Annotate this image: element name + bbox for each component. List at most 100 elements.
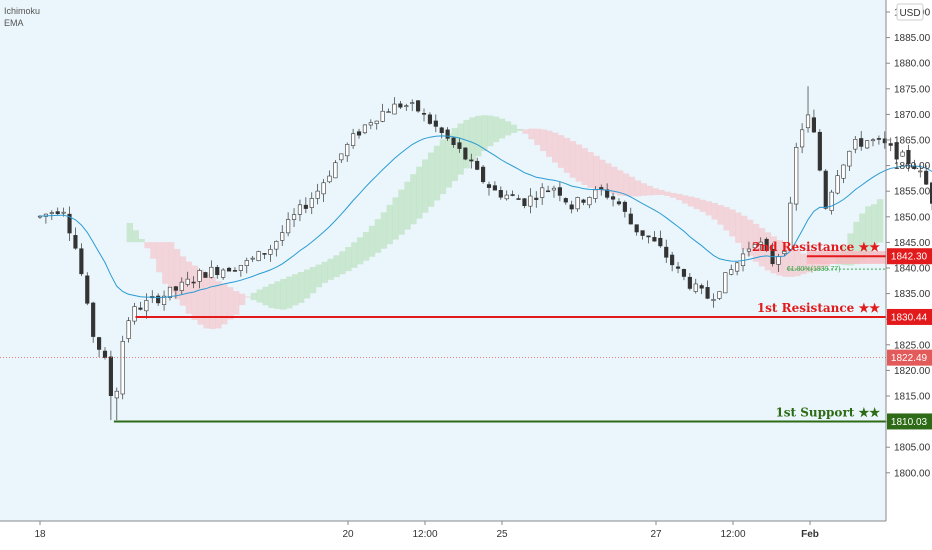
cloud-segment xyxy=(445,133,453,188)
candle-body xyxy=(73,235,78,249)
cloud-segment xyxy=(256,289,263,303)
candle-body xyxy=(250,257,255,260)
candle-body xyxy=(794,147,799,205)
candle-body xyxy=(622,201,627,212)
cloud-segment xyxy=(244,296,252,298)
cloud-segment xyxy=(481,115,488,152)
price-tick-label: 1850.00 xyxy=(894,212,931,223)
candle-body xyxy=(327,175,332,183)
candle-body xyxy=(847,150,852,167)
cloud-segment xyxy=(634,180,642,197)
candle-body xyxy=(362,124,368,134)
cloud-segment xyxy=(386,204,393,245)
price-tick-label: 1875.00 xyxy=(894,84,931,95)
candle-body xyxy=(764,238,769,251)
candle-body xyxy=(681,269,687,277)
candle-body xyxy=(658,237,663,247)
price-badge-label: 1822.49 xyxy=(891,353,928,364)
cloud-segment xyxy=(569,141,577,178)
candle-body xyxy=(185,278,190,285)
cloud-segment xyxy=(853,221,860,265)
indicator-label-ema[interactable]: EMA xyxy=(4,18,24,28)
levels-overlay: 2nd Resistance ★★ 1st Resistance ★★ 1st Su… xyxy=(0,240,886,423)
price-tick-label: 1835.00 xyxy=(894,289,931,300)
candle-body xyxy=(209,266,214,278)
cloud-segment xyxy=(250,292,258,301)
candle-body xyxy=(640,230,645,236)
candle-body xyxy=(232,270,238,272)
candle-body xyxy=(546,190,551,193)
candle-body xyxy=(616,201,622,205)
candle-body xyxy=(823,170,828,209)
cloud-segment xyxy=(859,213,866,260)
candle-body xyxy=(516,198,521,200)
price-tick-label: 1845.00 xyxy=(894,238,931,249)
candle-body xyxy=(711,299,716,301)
indicator-label-ichimoku[interactable]: Ichimoku xyxy=(4,6,40,16)
cloud-segment xyxy=(551,132,559,163)
cloud-segment xyxy=(309,267,317,294)
cloud-segment xyxy=(274,281,281,309)
cloud-segment xyxy=(522,129,529,134)
price-axis[interactable]: 1800.001805.001810.001815.001820.001825.… xyxy=(886,8,931,480)
currency-button[interactable] xyxy=(896,3,924,21)
candle-body xyxy=(392,103,397,115)
cloud-segment xyxy=(392,197,399,240)
candle-body xyxy=(67,213,72,234)
cloud-segment xyxy=(681,195,689,204)
candle-body xyxy=(351,133,356,146)
candle-body xyxy=(120,341,125,395)
cloud-segment xyxy=(262,286,269,306)
cloud-segment xyxy=(280,278,287,310)
candle-body xyxy=(386,111,391,114)
cloud-segment xyxy=(811,258,819,271)
candle-body xyxy=(699,285,704,289)
price-tick-label: 1800.00 xyxy=(894,468,931,479)
candle-body xyxy=(256,251,261,262)
candle-body xyxy=(303,204,308,209)
cloud-segment xyxy=(723,207,730,231)
ema-line xyxy=(39,135,932,299)
candle-body xyxy=(735,262,740,272)
candle-body xyxy=(144,300,149,312)
price-badge-label: 1830.44 xyxy=(891,312,928,323)
price-tick-label: 1855.00 xyxy=(894,187,931,198)
cloud-segment xyxy=(729,209,736,237)
level-name: 1st Resistance ★★ xyxy=(757,301,880,315)
cloud-segment xyxy=(191,265,199,320)
cloud-segment xyxy=(475,115,482,157)
candle-body xyxy=(173,286,178,291)
cloud-segment xyxy=(362,231,370,261)
cloud-segment xyxy=(800,253,807,275)
candle-body xyxy=(439,127,444,133)
cloud-segment xyxy=(498,118,506,139)
candle-body xyxy=(563,198,568,203)
cloud-segment xyxy=(457,123,464,175)
candle-body xyxy=(97,337,102,350)
candle-body xyxy=(646,235,651,238)
cloud-segment xyxy=(351,242,358,268)
candle-body xyxy=(321,182,326,195)
time-tick-label: 12:00 xyxy=(412,529,437,540)
candle-body xyxy=(421,113,427,115)
candle-body xyxy=(776,256,781,265)
cloud-segment xyxy=(173,249,181,300)
candle-body xyxy=(108,356,113,396)
candle-body xyxy=(433,120,438,127)
candle-body xyxy=(374,120,379,124)
candle-body xyxy=(752,244,757,249)
cloud-segment xyxy=(865,206,872,255)
candle-body xyxy=(835,175,840,194)
cloud-segment xyxy=(321,261,328,283)
cloud-segment xyxy=(185,261,193,314)
cloud-segment xyxy=(717,205,724,225)
cloud-segment xyxy=(587,152,594,188)
cloud-segment xyxy=(368,225,376,257)
candle-body xyxy=(416,100,421,112)
candle-body xyxy=(829,191,834,211)
candle-body xyxy=(782,251,787,254)
cloud-segment xyxy=(380,212,388,249)
